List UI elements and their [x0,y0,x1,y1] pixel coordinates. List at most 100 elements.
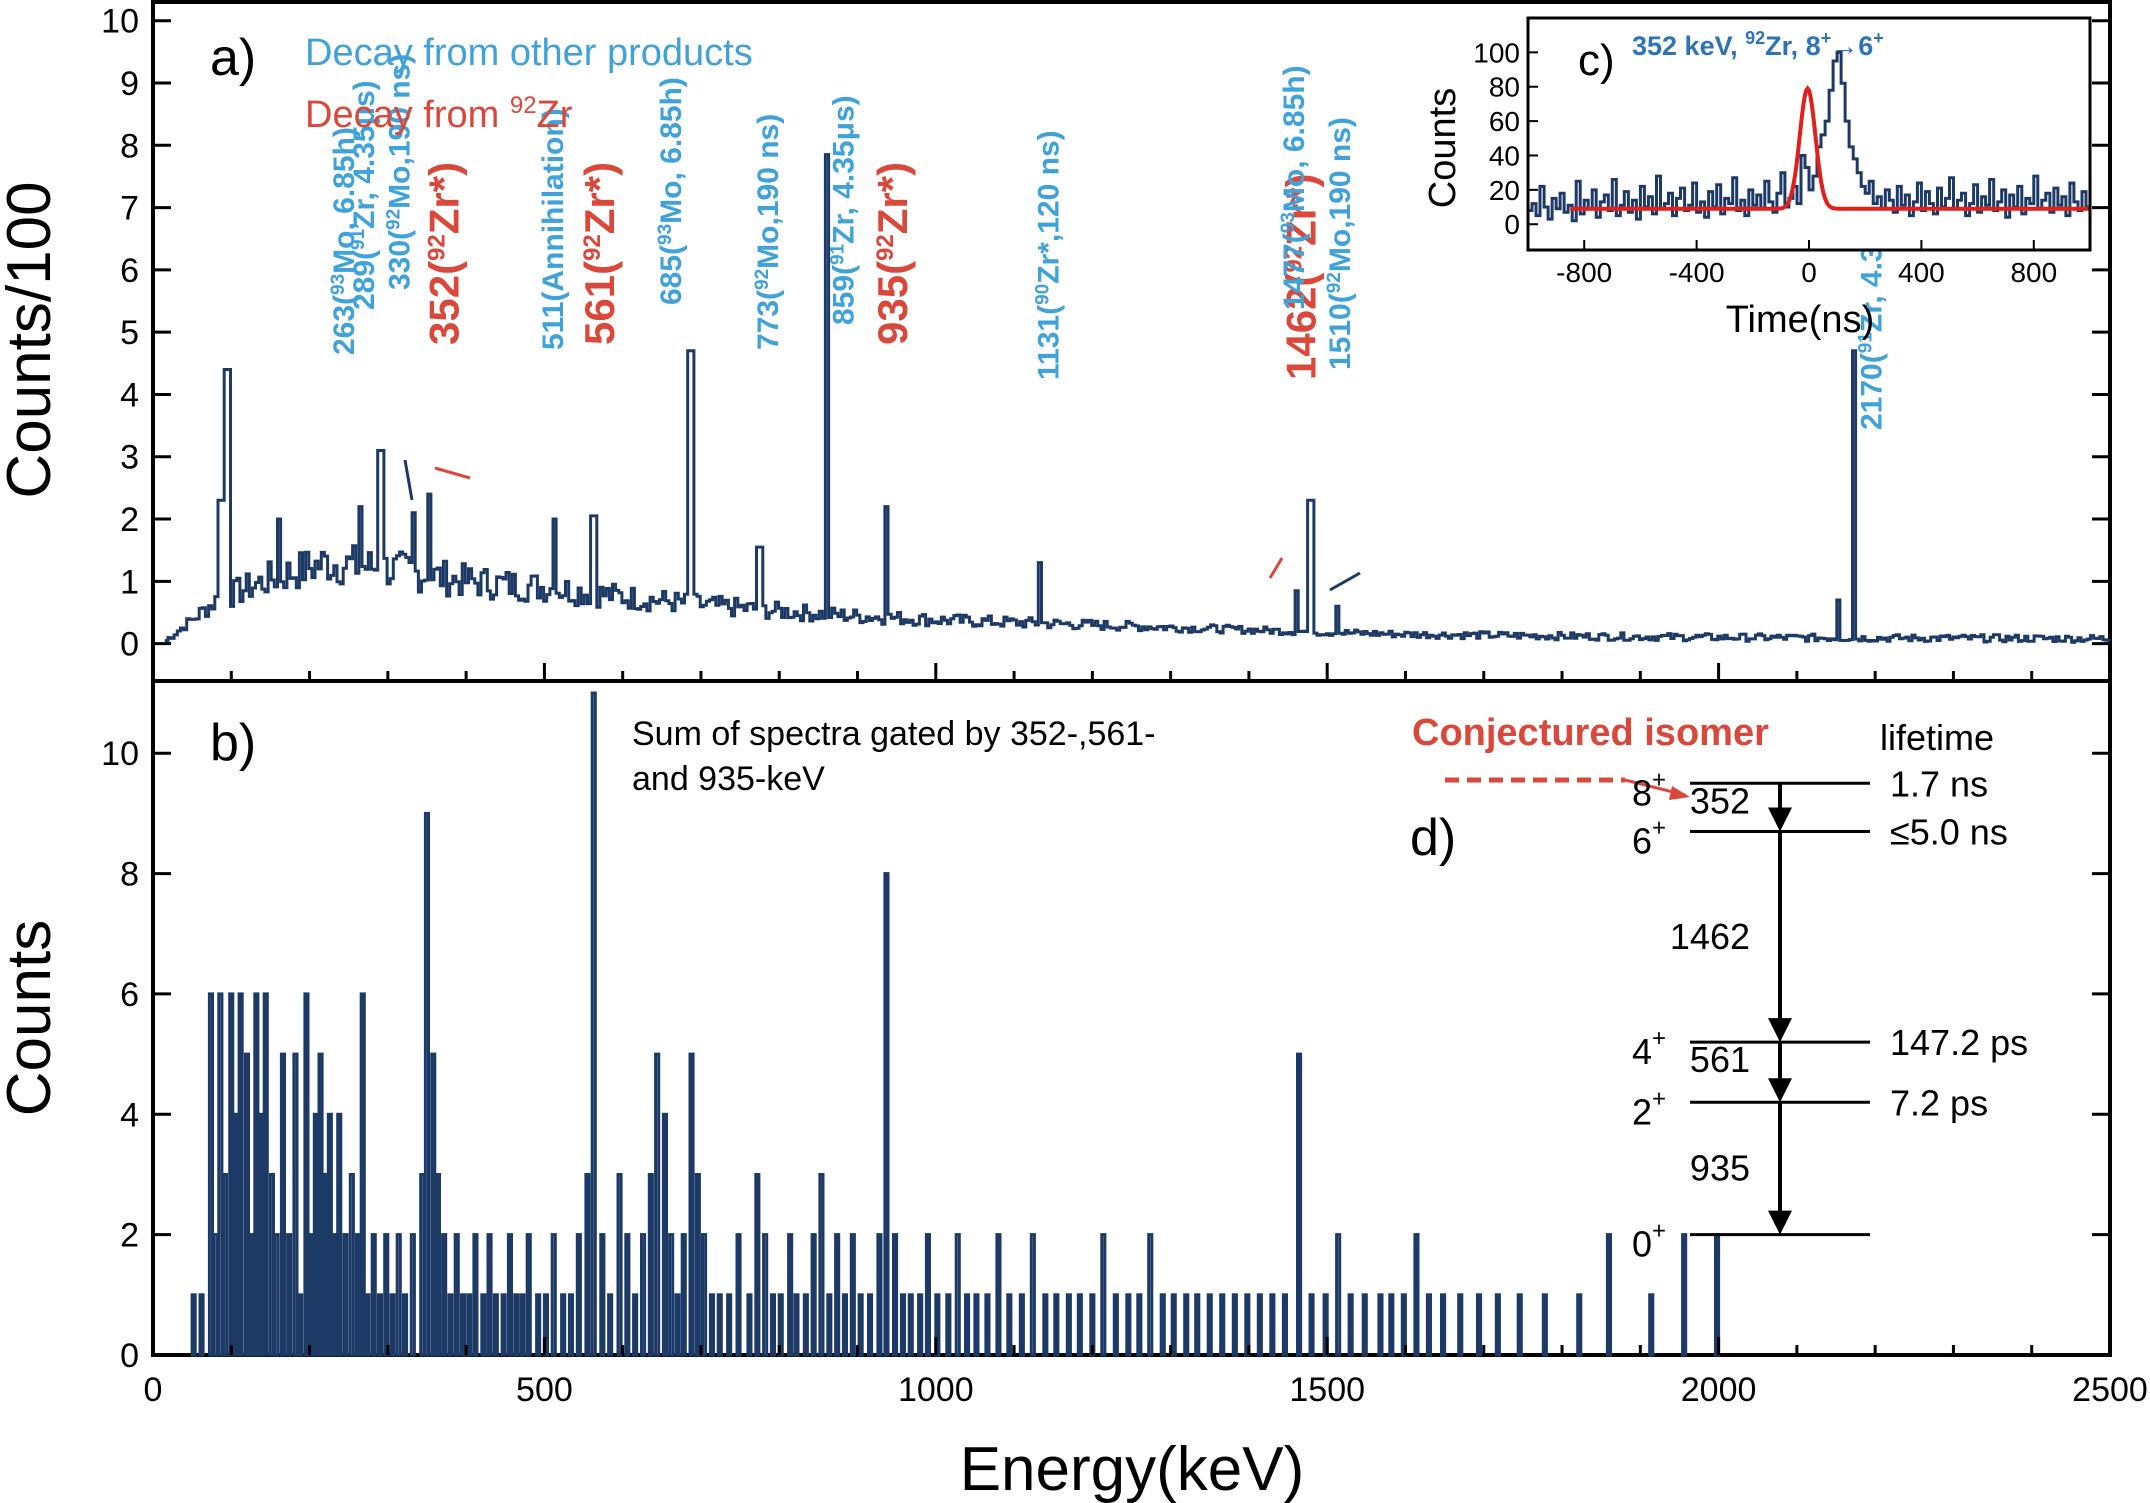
peak-annotation-1462: 1462(92Zr*) [1278,174,1325,380]
histogram-bar [308,1233,315,1357]
histogram-bar [1076,1293,1083,1357]
histogram-bar [995,1233,1002,1357]
c-x-tick-label: 0 [1801,257,1817,288]
a-y-tick-label: 5 [120,314,139,352]
histogram-bar [228,992,235,1357]
histogram-bar [383,1233,390,1357]
level-spin-0: 0+ [1632,1218,1666,1265]
histogram-bar [190,1293,197,1357]
histogram-bar [876,1233,883,1357]
x-tick-label: 1000 [898,1371,974,1409]
panel-b-note-line-2: and 935-keV [632,760,825,798]
histogram-bar [616,1173,623,1357]
peak-annotation-685: 685(93Mo, 6.85h) [655,77,688,305]
histogram-bar [1476,1293,1483,1357]
histogram-bar [1648,1293,1655,1357]
histogram-bar [237,992,244,1357]
panel-b-frame [151,679,2112,1357]
histogram-bar [834,1233,841,1357]
transition-energy-935: 935 [1690,1147,1750,1188]
b-y-tick-label: 6 [120,976,139,1014]
histogram-bar [567,1293,575,1357]
panel-c-title: 352 keV, 92Zr, 8+→6+ [1632,28,1884,61]
conjectured-isomer-label: Conjectured isomer [1412,712,1769,754]
a-y-tick-label: 2 [120,501,139,539]
panel-c-label: c) [1578,36,1615,85]
histogram-bar [268,1173,275,1357]
histogram-bar [1413,1233,1420,1357]
histogram-bar [762,1233,769,1357]
legend-92zr: Decay from 92Zr [305,92,573,136]
peak-annotation-773: 773(92Mo,190 ns) [752,114,785,350]
histogram-bar [348,1173,355,1357]
histogram-bar [647,1173,654,1357]
histogram-bar [793,1293,800,1357]
peak-annotation-1477: 1477(93Mo, 6.85h) [1278,65,1311,310]
histogram-bar [1006,1293,1013,1357]
histogram-bar [1541,1293,1548,1357]
histogram-bar [1269,1293,1276,1357]
histogram-bar [1308,1293,1315,1357]
histogram-bar [525,1233,532,1357]
histogram-bar [769,1293,777,1357]
histogram-bar [632,1293,639,1357]
histogram-bar [668,1233,675,1357]
histogram-bar [984,1293,991,1357]
histogram-bar [754,1173,761,1357]
b-y-tick-label: 10 [101,735,139,773]
panel-b-label: b) [210,714,256,772]
histogram-bar [480,1293,487,1357]
histogram-bar [1400,1293,1407,1357]
a-y-tick-label: 9 [120,65,139,103]
histogram-bar [802,1293,809,1357]
c-x-tick-label: 800 [2010,257,2057,288]
histogram-bar [303,992,310,1357]
histogram-bar [826,1293,833,1357]
c-y-tick-label: 20 [1489,175,1520,206]
a-y-tick-label: 7 [120,190,139,228]
histogram-bar [389,1293,396,1357]
c-y-tick-label: 80 [1489,72,1520,103]
histogram-bar [258,1112,265,1357]
histogram-bar [584,1173,591,1357]
histogram-bar [917,1293,924,1357]
c-y-tick-label: 100 [1473,37,1520,68]
a-y-tick-label: 0 [120,626,139,664]
peak-annotation-511: 511(Annihilation) [537,108,570,350]
histogram-bar [1440,1293,1447,1357]
histogram-bar [590,691,597,1357]
c-x-tick-label: -400 [1669,257,1725,288]
peak-annotation-935: 935(92Zr*) [869,162,916,345]
histogram-bar [954,1233,961,1357]
a-y-tick-label: 4 [120,376,139,414]
x-tick-label: 2000 [1681,1371,1757,1409]
histogram-bar [787,1233,794,1357]
histogram-bar [624,1233,631,1357]
histogram-bar [1425,1293,1433,1357]
histogram-bar [1244,1293,1251,1357]
histogram-bar [286,1233,293,1357]
histogram-bar [395,1233,402,1357]
peak-annotation-561: 561(92Zr*) [576,162,623,345]
histogram-bar [243,1052,250,1357]
histogram-bar [1042,1293,1049,1357]
histogram-bar [746,1293,753,1357]
level-spin-8: 8+ [1632,766,1666,813]
level-spin-4: 4+ [1632,1025,1666,1072]
histogram-bar [466,1293,473,1357]
x-tick-label: 1500 [1289,1371,1365,1409]
histogram-bar [726,1293,733,1357]
panel-d-label: d) [1410,809,1456,867]
histogram-bar [472,1233,479,1357]
histogram-bar [899,1293,907,1357]
level-spin-2: 2+ [1632,1085,1666,1132]
histogram-bar [542,1293,550,1357]
y-axis-title-b: Counts [0,920,64,1116]
histogram-bar [336,1112,343,1357]
histogram-bar [248,1233,255,1357]
panel-b-ticks: 0 2 4 6 8 10 0 500 1000 1500 2000 2500 [101,735,2148,1409]
histogram-bar [1681,1233,1688,1357]
histogram-bar [1388,1293,1395,1357]
